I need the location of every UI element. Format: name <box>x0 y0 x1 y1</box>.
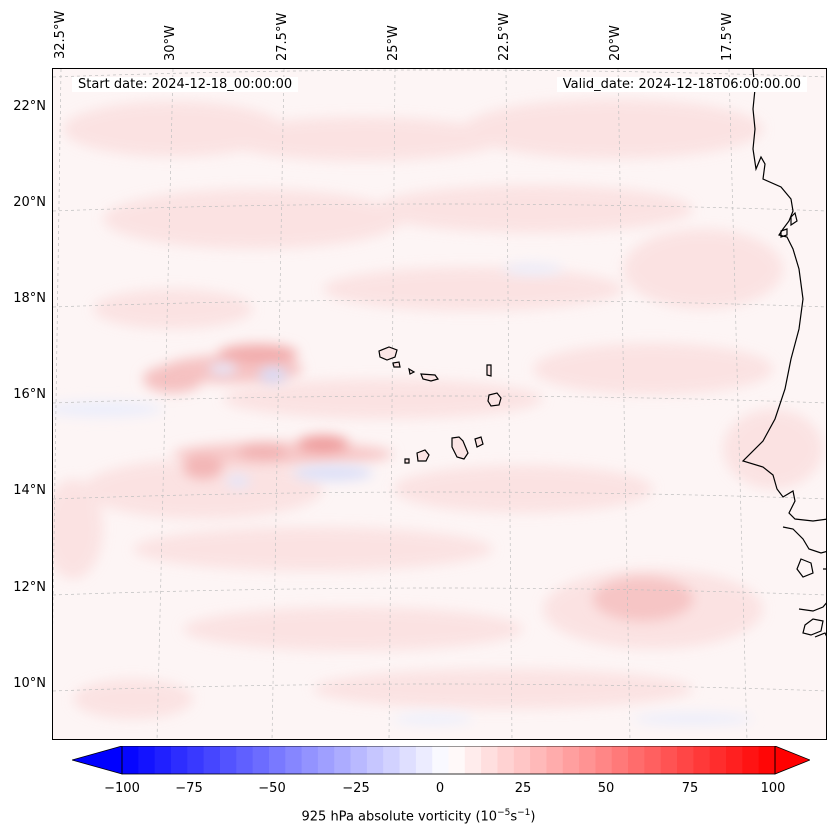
cb-tick-25: 25 <box>514 781 532 796</box>
lat-label-14n: 14°N <box>13 483 46 498</box>
vorticity-map <box>53 69 826 739</box>
cb-tick-m25: −25 <box>342 781 370 796</box>
colorbar-cell <box>481 746 498 774</box>
colorbar-cell <box>497 746 515 774</box>
start-date-label: Start date: 2024-12-18_00:00:00 <box>72 77 299 92</box>
islands <box>378 346 502 464</box>
colorbar-cell <box>399 746 417 774</box>
colorbar-max-extension <box>774 746 810 775</box>
lon-label-25w: 25°W <box>386 25 401 61</box>
colorbar-cell <box>170 746 188 774</box>
colorbar-cell <box>203 746 221 774</box>
colorbar-cell <box>611 746 629 774</box>
cb-tick-m100: −100 <box>104 781 140 796</box>
cb-tick-m50: −50 <box>258 781 286 796</box>
colorbar-cell <box>677 746 694 774</box>
colorbar-cell <box>219 746 237 774</box>
colorbar-label: 925 hPa absolute vorticity (10−5s−1) <box>301 808 536 825</box>
colorbar-cell <box>415 746 433 774</box>
negative-vorticity-field <box>53 263 753 725</box>
colorbar-cell <box>252 746 270 774</box>
colorbar-cell <box>693 746 711 774</box>
cb-tick-0: 0 <box>435 781 445 796</box>
colorbar-cell <box>579 746 596 774</box>
lon-label-17-5w: 17.5°W <box>720 12 735 61</box>
colorbar-cell <box>187 746 205 774</box>
strong-vorticity-bands <box>143 344 693 621</box>
lon-label-32-5w: 32.5°W <box>53 10 68 59</box>
colorbar-cell <box>366 746 384 774</box>
colorbar-cell <box>448 746 466 774</box>
colorbar-cell <box>138 746 156 774</box>
colorbar-cell <box>709 746 727 774</box>
lat-label-20n: 20°N <box>13 195 46 210</box>
colorbar-cell <box>383 746 401 774</box>
colorbar-cell <box>644 746 662 774</box>
lat-label-18n: 18°N <box>13 291 46 306</box>
positive-vorticity-field <box>53 99 823 719</box>
lon-label-20w: 20°W <box>608 25 623 61</box>
cb-tick-75: 75 <box>681 781 699 796</box>
colorbar-min-extension <box>72 746 123 775</box>
colorbar-cell <box>317 746 335 774</box>
cb-tick-50: 50 <box>597 781 615 796</box>
colorbar-cell <box>285 746 303 774</box>
colorbar-cell <box>301 746 319 774</box>
colorbar-cell <box>726 746 743 774</box>
lat-label-22n: 22°N <box>13 99 46 114</box>
cb-tick-m75: −75 <box>175 781 203 796</box>
colorbar-cell <box>530 746 547 774</box>
colorbar-cell <box>236 746 254 774</box>
colorbar-cell <box>334 746 352 774</box>
colorbar-cell <box>122 746 139 774</box>
colorbar-outline <box>121 746 776 775</box>
colorbar-cell <box>432 746 449 774</box>
colorbar-cell <box>742 746 760 774</box>
colorbar-cell <box>595 746 613 774</box>
colorbar-cell <box>758 746 776 774</box>
colorbar-cell <box>562 746 580 774</box>
lon-label-22-5w: 22.5°W <box>497 12 512 61</box>
african-coastline <box>741 69 826 638</box>
colorbar-cell <box>154 746 172 774</box>
lat-label-12n: 12°N <box>13 580 46 595</box>
lat-label-10n: 10°N <box>13 676 46 691</box>
colorbar-cell <box>628 746 645 774</box>
lon-label-30w: 30°W <box>163 25 178 61</box>
colorbar-cell <box>350 746 368 774</box>
cb-tick-100: 100 <box>760 781 786 796</box>
colorbar-cell <box>546 746 564 774</box>
map-panel <box>52 68 827 740</box>
vorticity-colorbar <box>72 746 810 775</box>
colorbar-cell <box>660 746 678 774</box>
colorbar-cell <box>513 746 531 774</box>
gridlines <box>53 69 826 739</box>
colorbar-cell <box>268 746 286 774</box>
colorbar-cell <box>464 746 482 774</box>
lat-label-16n: 16°N <box>13 387 46 402</box>
valid-date-label: Valid_date: 2024-12-18T06:00:00.00 <box>556 77 807 92</box>
lon-label-27-5w: 27.5°W <box>275 12 290 61</box>
colorbar-cells <box>122 746 776 774</box>
